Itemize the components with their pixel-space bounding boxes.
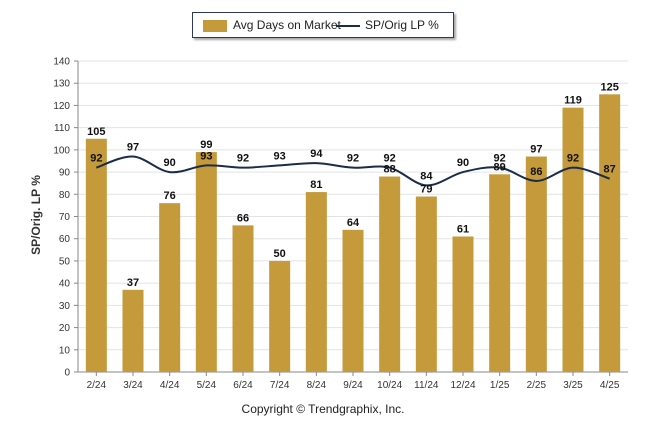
- bar-value-label: 119: [564, 95, 582, 107]
- bar-value-label: 50: [274, 248, 286, 260]
- y-tick-label: 110: [54, 123, 70, 134]
- bar-value-label: 61: [457, 223, 469, 235]
- bar-value-label: 79: [420, 184, 432, 196]
- bar: [525, 156, 547, 372]
- x-tick-label: 5/24: [197, 380, 217, 391]
- line-value-label: 93: [200, 150, 212, 162]
- bar-value-label: 97: [530, 144, 542, 156]
- bar-value-label: 125: [600, 81, 618, 93]
- y-tick-label: 30: [59, 301, 71, 312]
- legend-bar-swatch: [203, 20, 227, 32]
- line-value-label: 92: [567, 153, 579, 165]
- x-tick-label: 3/24: [123, 380, 143, 391]
- y-tick-label: 140: [53, 57, 70, 68]
- legend-bar-label: Avg Days on Market: [233, 18, 341, 32]
- copyright-text: Copyright © Trendgraphix, Inc.: [241, 402, 405, 416]
- y-axis-label: SP/Orig. LP %: [29, 175, 43, 255]
- x-tick-label: 4/24: [160, 380, 180, 391]
- line-value-label: 90: [164, 157, 176, 169]
- x-tick-label: 2/25: [527, 380, 547, 391]
- x-tick-label: 4/25: [600, 380, 620, 391]
- legend: Avg Days on Market SP/Orig LP %: [192, 12, 454, 38]
- bar-value-label: 88: [384, 164, 396, 176]
- bar: [415, 196, 437, 372]
- line-value-label: 92: [384, 153, 396, 165]
- line-value-label: 86: [530, 166, 542, 178]
- bar: [122, 289, 144, 372]
- bar: [452, 236, 474, 372]
- bar-value-label: 66: [237, 212, 249, 224]
- bar-value-label: 99: [200, 139, 212, 151]
- line-series-path: [96, 155, 610, 187]
- bar: [232, 225, 254, 372]
- line-value-label: 92: [494, 153, 506, 165]
- y-tick-label: 40: [59, 279, 71, 290]
- line-value-label: 92: [237, 153, 249, 165]
- y-tick-label: 70: [59, 212, 71, 223]
- bar: [195, 152, 217, 372]
- y-tick-label: 130: [53, 79, 70, 90]
- x-tick-label: 12/24: [450, 380, 475, 391]
- x-tick-label: 11/24: [414, 380, 439, 391]
- line-value-label: 92: [347, 153, 359, 165]
- bar: [489, 174, 511, 372]
- line-value-label: 84: [420, 170, 433, 182]
- bar: [379, 176, 401, 372]
- y-tick-label: 60: [59, 234, 71, 245]
- line-value-label: 94: [310, 148, 323, 160]
- y-tick-label: 50: [59, 256, 71, 267]
- legend-line-label: SP/Orig LP %: [365, 18, 439, 32]
- x-tick-label: 8/24: [307, 380, 327, 391]
- y-tick-label: 80: [59, 190, 71, 201]
- bar: [159, 203, 181, 372]
- line-value-label: 97: [127, 142, 139, 154]
- y-tick-label: 90: [59, 168, 71, 179]
- bar-value-label: 37: [127, 277, 139, 289]
- bar: [599, 94, 621, 373]
- bar-value-label: 64: [347, 217, 360, 229]
- y-tick-label: 100: [53, 145, 70, 156]
- bar: [269, 260, 291, 372]
- legend-line-swatch: [336, 25, 360, 27]
- bar-value-label: 76: [164, 190, 176, 202]
- bar-value-label: 81: [310, 179, 322, 191]
- line-value-label: 90: [457, 157, 469, 169]
- x-tick-label: 1/25: [490, 380, 510, 391]
- y-tick-label: 20: [59, 323, 71, 334]
- bar: [85, 138, 107, 372]
- y-tick-label: 0: [64, 368, 70, 379]
- line-value-label: 92: [90, 153, 102, 165]
- bar: [342, 229, 364, 372]
- x-tick-label: 10/24: [377, 380, 402, 391]
- bar-value-label: 105: [87, 126, 105, 138]
- x-tick-label: 2/24: [87, 380, 107, 391]
- y-tick-label: 10: [59, 345, 71, 356]
- bar: [305, 192, 327, 372]
- x-tick-label: 7/24: [270, 380, 290, 391]
- x-tick-label: 3/25: [563, 380, 583, 391]
- y-tick-label: 120: [53, 101, 70, 112]
- line-value-label: 93: [274, 150, 286, 162]
- line-value-label: 87: [604, 164, 616, 176]
- x-tick-label: 9/24: [343, 380, 363, 391]
- bar-value-label: 89: [494, 161, 506, 173]
- bar: [562, 107, 584, 373]
- x-tick-label: 6/24: [233, 380, 253, 391]
